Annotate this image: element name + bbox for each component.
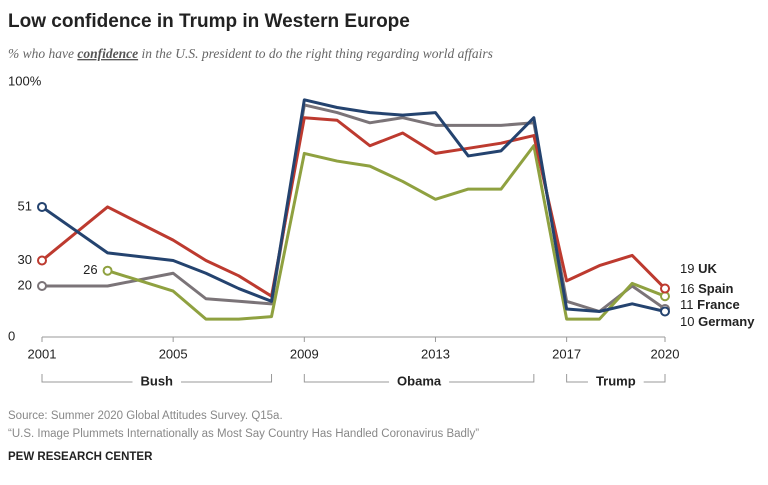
period-label-bg	[587, 374, 644, 390]
end-value: 10	[680, 314, 694, 329]
period-label: Trump	[596, 373, 636, 388]
subtitle-part: % who have	[8, 46, 77, 61]
x-tick-label: 2001	[28, 346, 57, 361]
end-value: 11	[680, 297, 694, 312]
end-label: 16 Spain	[680, 281, 734, 296]
start-label: 51	[18, 198, 32, 213]
legend-name: Spain	[698, 281, 733, 296]
end-marker	[37, 281, 47, 291]
period-label-bg	[389, 374, 450, 390]
series-line	[42, 103, 666, 313]
subtitle-part: in the U.S. president to do the right th…	[138, 46, 493, 61]
legend-name: France	[697, 297, 740, 312]
start-label: 20	[18, 277, 32, 292]
x-tick-label: 2013	[421, 346, 450, 361]
x-tick-label: 2020	[651, 346, 680, 361]
series-line	[41, 116, 667, 298]
y-tick-label: 0	[8, 328, 15, 343]
legend-name: UK	[698, 261, 717, 276]
end-marker	[102, 265, 113, 276]
start-label: 30	[18, 252, 32, 267]
end-value: 16	[680, 281, 694, 296]
period-label: Bush	[141, 373, 174, 388]
end-marker	[660, 283, 670, 294]
legend-name: Germany	[698, 314, 755, 329]
end-label: 10 Germany	[680, 314, 755, 329]
end-label: 11 France	[680, 297, 740, 312]
source: Source: Summer 2020 Global Attitudes Sur…	[8, 410, 283, 422]
chart-title: Low confidence in Trump in Western Europ…	[8, 11, 410, 32]
end-value: 19	[680, 261, 694, 276]
series-line	[41, 98, 666, 313]
period-label-bg	[132, 374, 182, 390]
x-tick-label: 2005	[159, 346, 188, 361]
credit: PEW RESEARCH CENTER	[8, 451, 153, 463]
start-label: 26	[83, 262, 97, 277]
x-tick-label: 2009	[290, 346, 319, 361]
end-marker	[660, 306, 670, 317]
source: “U.S. Image Plummets Internationally as …	[8, 428, 479, 440]
x-tick-label: 2017	[552, 346, 581, 361]
end-marker	[37, 201, 47, 212]
chart-subtitle: % who have confidence in the U.S. presid…	[8, 46, 493, 61]
end-label: 19 UK	[680, 261, 717, 276]
period-label: Obama	[397, 373, 442, 388]
end-marker	[37, 255, 47, 266]
y-tick-label: 100%	[8, 73, 42, 88]
subtitle-emphasis: confidence	[77, 46, 138, 61]
series-line	[107, 144, 666, 321]
